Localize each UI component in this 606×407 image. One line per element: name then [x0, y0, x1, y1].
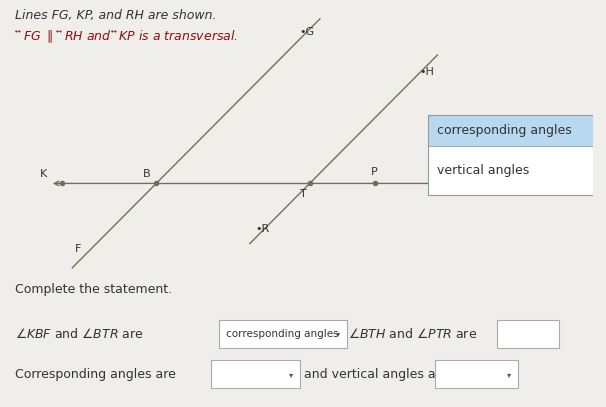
Text: vertical angles: vertical angles [436, 164, 529, 177]
Text: Lines FG, KP, and RH are shown.: Lines FG, KP, and RH are shown. [15, 9, 216, 22]
Text: K: K [40, 169, 47, 179]
Text: T: T [300, 189, 307, 199]
Text: F: F [75, 244, 82, 254]
Text: ▾: ▾ [336, 330, 341, 339]
Text: $\angle BTH$ and $\angle PTR$ are: $\angle BTH$ and $\angle PTR$ are [348, 327, 478, 341]
Text: $\angle KBF$ and $\angle BTR$ are: $\angle KBF$ and $\angle BTR$ are [15, 327, 143, 341]
FancyBboxPatch shape [428, 146, 596, 195]
Text: corresponding angles: corresponding angles [436, 124, 571, 137]
Text: P: P [371, 167, 378, 177]
FancyBboxPatch shape [219, 320, 347, 348]
Text: Corresponding angles are: Corresponding angles are [15, 368, 176, 381]
Text: B: B [142, 169, 150, 179]
Text: corresponding angles: corresponding angles [226, 329, 339, 339]
Text: •G: •G [299, 27, 315, 37]
Text: •H: •H [420, 67, 435, 77]
Text: Complete the statement.: Complete the statement. [15, 283, 171, 296]
FancyBboxPatch shape [210, 360, 299, 388]
Text: ▾: ▾ [507, 370, 511, 379]
FancyBboxPatch shape [497, 320, 559, 348]
FancyBboxPatch shape [435, 360, 518, 388]
Text: ▾: ▾ [289, 370, 293, 379]
Text: •R: •R [256, 223, 270, 234]
FancyBboxPatch shape [428, 115, 596, 146]
Text: $\overleftrightarrow{FG}$ $\parallel$ $\overleftrightarrow{RH}$ and $\overleftri: $\overleftrightarrow{FG}$ $\parallel$ $\… [15, 29, 238, 46]
Text: and vertical angles are: and vertical angles are [304, 368, 448, 381]
